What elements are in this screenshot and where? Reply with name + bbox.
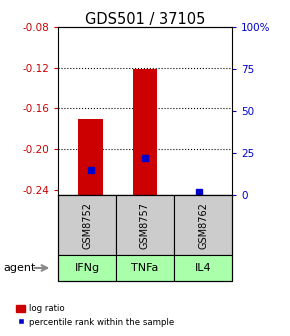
Bar xyxy=(133,69,157,195)
Text: TNFa: TNFa xyxy=(131,263,159,273)
Text: IL4: IL4 xyxy=(195,263,211,273)
Text: GSM8752: GSM8752 xyxy=(82,202,92,249)
Bar xyxy=(78,119,103,195)
Text: GSM8757: GSM8757 xyxy=(140,202,150,249)
Text: GDS501 / 37105: GDS501 / 37105 xyxy=(85,12,205,27)
Text: agent: agent xyxy=(3,263,35,273)
Legend: log ratio, percentile rank within the sample: log ratio, percentile rank within the sa… xyxy=(13,301,177,330)
Text: IFNg: IFNg xyxy=(75,263,99,273)
Text: GSM8762: GSM8762 xyxy=(198,202,208,249)
